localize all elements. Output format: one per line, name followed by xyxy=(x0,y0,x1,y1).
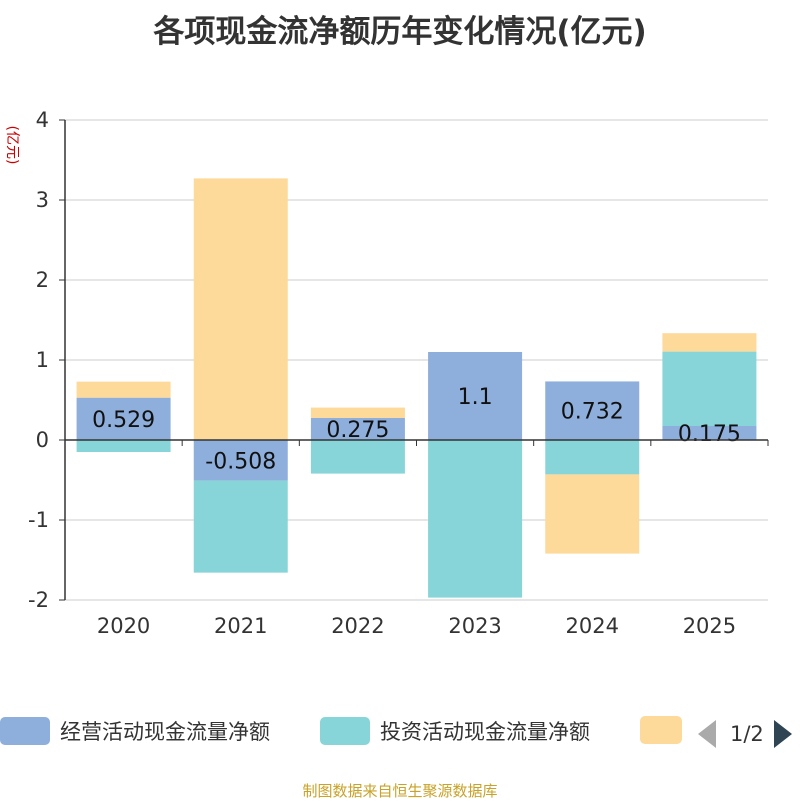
legend-swatch-financing xyxy=(640,716,682,744)
bar-series0-2020[interactable] xyxy=(76,397,171,440)
legend-item-investing[interactable]: 投资活动现金流量净额 xyxy=(320,716,590,746)
legend-swatch-operating xyxy=(0,717,50,745)
source-note: 制图数据来自恒生聚源数据库 xyxy=(302,782,498,800)
bar-series2-2020[interactable] xyxy=(76,381,171,398)
legend-label-investing: 投资活动现金流量净额 xyxy=(380,720,590,744)
bar-series0-2025[interactable] xyxy=(662,426,757,440)
y-tick-label: 1 xyxy=(36,348,49,372)
bar-series1-2021[interactable] xyxy=(193,480,288,573)
x-tick-label: 2021 xyxy=(214,614,267,638)
legend-label-operating: 经营活动现金流量净额 xyxy=(60,720,270,744)
bar-series2-2021[interactable] xyxy=(193,178,288,440)
data-label-2021: -0.508 xyxy=(205,449,276,474)
legend-item-financing[interactable] xyxy=(640,716,692,744)
legend-item-operating[interactable]: 经营活动现金流量净额 xyxy=(0,716,270,746)
bar-series1-2022[interactable] xyxy=(310,440,405,474)
legend: 经营活动现金流量净额 投资活动现金流量净额 1/2 xyxy=(0,716,800,756)
bar-series2-2024[interactable] xyxy=(545,474,640,554)
legend-swatch-investing xyxy=(320,717,370,745)
x-tick-label: 2025 xyxy=(683,614,736,638)
y-axis-unit-label: (亿元) xyxy=(4,126,20,165)
y-tick-label: 3 xyxy=(36,188,49,212)
bar-series0-2022[interactable] xyxy=(310,418,405,440)
data-label-2025: 0.175 xyxy=(678,422,741,447)
bar-series0-2024[interactable] xyxy=(545,381,640,440)
x-tick-label: 2022 xyxy=(331,614,384,638)
legend-prev-icon[interactable] xyxy=(698,720,716,748)
bar-series2-2022[interactable] xyxy=(310,407,405,418)
x-tick-label: 2023 xyxy=(448,614,501,638)
bar-series1-2024[interactable] xyxy=(545,440,640,475)
bar-series2-2025[interactable] xyxy=(662,333,757,352)
chart-title: 各项现金流净额历年变化情况(亿元) xyxy=(153,14,647,50)
x-tick-label: 2024 xyxy=(566,614,619,638)
legend-pager: 1/2 xyxy=(698,720,792,748)
y-tick-label: -2 xyxy=(28,588,49,612)
y-tick-label: 0 xyxy=(36,428,49,452)
legend-next-icon[interactable] xyxy=(773,720,792,748)
bar-series0-2021[interactable] xyxy=(193,440,288,481)
bar-series1-2025[interactable] xyxy=(662,351,757,426)
legend-page-indicator: 1/2 xyxy=(730,722,764,746)
y-tick-label: -1 xyxy=(28,508,49,532)
y-tick-label: 2 xyxy=(36,268,49,292)
data-label-2020: 0.529 xyxy=(92,408,155,433)
bar-series1-2023[interactable] xyxy=(428,440,523,598)
data-label-2023: 1.1 xyxy=(458,385,493,410)
data-label-2024: 0.732 xyxy=(561,400,624,425)
bar-series1-2020[interactable] xyxy=(76,440,171,452)
data-label-2022: 0.275 xyxy=(326,418,389,443)
bar-series0-2023[interactable] xyxy=(428,352,523,440)
x-tick-label: 2020 xyxy=(97,614,150,638)
y-tick-label: 4 xyxy=(36,108,49,132)
